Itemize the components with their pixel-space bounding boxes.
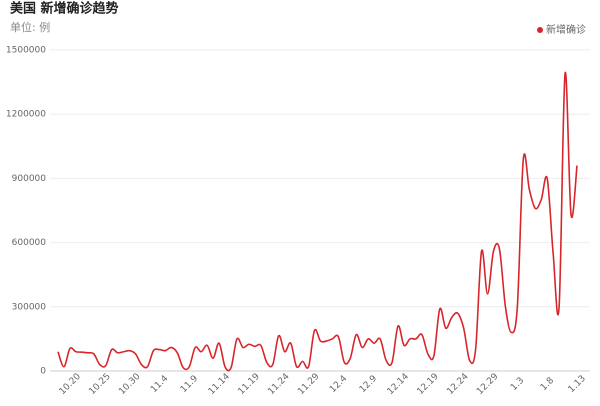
- x-tick-label: 1.8: [539, 376, 556, 393]
- x-tick-label: 12.4: [328, 374, 349, 395]
- x-tick-label: 12.9: [358, 374, 379, 395]
- y-tick-label: 900000: [12, 174, 47, 184]
- chart-subtitle: 单位: 例: [10, 20, 50, 34]
- x-tick-label: 11.29: [296, 372, 321, 397]
- x-tick-label: 12.29: [475, 372, 500, 397]
- data-line: [57, 71, 578, 372]
- x-tick-label: 1.13: [567, 374, 588, 395]
- y-tick-label: 0: [40, 367, 46, 377]
- x-tick-label: 10.30: [117, 372, 142, 397]
- x-tick-label: 11.4: [149, 374, 170, 395]
- y-tick-label: 1200000: [6, 110, 46, 120]
- chart-title: 美国 新增确诊趋势: [10, 1, 119, 17]
- y-tick-label: 600000: [12, 238, 47, 248]
- legend-marker: [537, 27, 543, 33]
- y-tick-label: 1500000: [6, 46, 46, 56]
- x-tick-label: 11.14: [207, 372, 232, 397]
- x-tick-label: 11.24: [266, 372, 291, 397]
- x-tick-label: 12.24: [445, 372, 470, 397]
- x-tick-label: 1.3: [509, 376, 526, 393]
- x-tick-label: 12.14: [386, 372, 411, 397]
- x-tick-label: 11.19: [237, 372, 262, 397]
- x-tick-label: 12.19: [416, 372, 441, 397]
- x-tick-label: 10.25: [87, 372, 112, 397]
- y-tick-label: 300000: [12, 302, 47, 312]
- x-tick-label: 10.20: [58, 372, 83, 397]
- x-tick-label: 11.9: [179, 374, 200, 395]
- legend-label: 新增确诊: [546, 23, 586, 36]
